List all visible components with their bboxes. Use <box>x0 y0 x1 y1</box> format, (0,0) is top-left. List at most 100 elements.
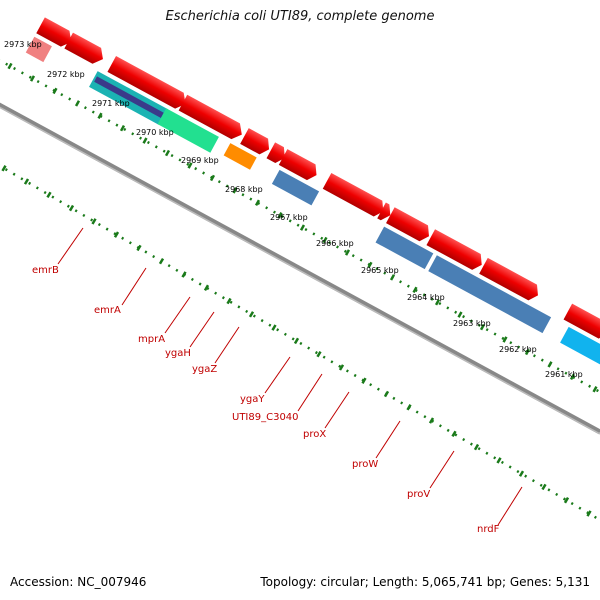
leader-ygaH <box>189 311 215 348</box>
ruler-tick <box>389 274 396 281</box>
gene-label-ygaY: ygaY <box>240 394 265 405</box>
cds-arrow <box>266 142 285 163</box>
leader-emrA <box>121 267 147 306</box>
cds-arrow <box>479 257 538 301</box>
ruler-tick <box>344 249 351 256</box>
map-title: Escherichia coli UTI89, complete genome <box>165 9 435 24</box>
ruler-tick <box>209 174 216 182</box>
cds-arrow <box>178 94 242 140</box>
gene-label-nrdF: nrdF <box>477 524 500 535</box>
ruler-tick <box>29 75 36 82</box>
gene-emrB-core <box>94 76 164 118</box>
ruler-tick <box>502 336 508 343</box>
ruler-label: 2964 kbp <box>407 293 445 302</box>
leader-proV <box>429 450 455 489</box>
ruler-tick <box>569 373 576 381</box>
ruler-tick <box>434 298 441 306</box>
ruler-inner-ticks <box>1 165 592 517</box>
ruler-tick <box>136 244 142 252</box>
ruler-label: 2973 kbp <box>4 40 42 49</box>
gene-label-proX: proX <box>303 429 326 440</box>
gene-leader-lines <box>57 227 523 526</box>
ruler-tick <box>322 236 328 244</box>
leader-ygaY <box>264 356 291 394</box>
ruler-tick <box>563 497 570 504</box>
ruler-tick <box>428 417 435 424</box>
ruler-tick <box>524 348 531 356</box>
ruler-outer <box>0 59 600 394</box>
ruler-tick <box>226 297 232 305</box>
ruler-tick <box>451 430 457 438</box>
ruler-tick <box>541 483 547 491</box>
ruler-tick <box>187 162 193 169</box>
gene-label-ygaH: ygaH <box>165 348 191 359</box>
gene-label-ygaZ: ygaZ <box>192 364 217 375</box>
genome-backbone <box>0 102 600 435</box>
cds-arrow <box>240 128 270 155</box>
cds-arrow <box>426 229 482 270</box>
ruler-tick <box>254 199 261 207</box>
ruler-inner <box>0 164 600 522</box>
cds-faded-box <box>25 36 52 63</box>
topology-text: Topology: circular; Length: 5,065,741 bp… <box>260 575 590 589</box>
ruler-label: 2966 kbp <box>316 239 354 248</box>
cds-arrow <box>64 32 103 64</box>
ruler-tick <box>412 286 418 294</box>
ruler-tick <box>46 191 52 199</box>
gene-nrdF-box <box>560 326 600 368</box>
leader-mprA <box>164 296 191 334</box>
gene-proW-box <box>428 255 552 334</box>
ruler-label: 2972 kbp <box>47 70 85 79</box>
ruler-label: 2969 kbp <box>181 156 219 165</box>
gene-label-emrB: emrB <box>32 265 59 276</box>
ruler-tick <box>293 337 300 345</box>
ruler-tick <box>586 510 592 517</box>
cds-arrow <box>322 172 384 217</box>
gene-mprA-box <box>223 143 257 170</box>
gene-labels: emrB emrA mprA ygaH ygaZ ygaY UTI89_C304… <box>32 265 500 535</box>
cds-arrow <box>107 56 186 109</box>
gene-ygaZ-box <box>271 169 320 206</box>
gene-label-proV: proV <box>407 489 430 500</box>
ruler-tick <box>457 311 463 318</box>
leader-emrB <box>57 227 84 265</box>
ruler-tick <box>248 311 255 318</box>
ruler-tick <box>7 62 13 70</box>
ruler-tick <box>164 149 171 157</box>
ruler-tick <box>23 178 30 185</box>
cds-arrow <box>563 303 600 339</box>
ruler-outer-ticks <box>7 62 598 393</box>
cds-arrow <box>36 17 72 47</box>
cds-arrow <box>377 202 391 221</box>
ruler-tick <box>232 187 238 194</box>
leader-ygaZ <box>214 326 240 364</box>
ruler-tick <box>142 137 148 144</box>
ruler-tick <box>518 470 525 477</box>
ruler-label: 2970 kbp <box>136 128 174 137</box>
gene-proX-box <box>375 226 434 270</box>
ruler-tick <box>496 457 502 464</box>
ruler-tick <box>479 323 486 331</box>
ruler-tick <box>52 87 58 95</box>
ruler-tick <box>299 224 306 231</box>
ruler-tick <box>277 211 283 219</box>
ruler-tick <box>68 204 75 212</box>
ruler-tick <box>338 364 345 371</box>
leader-nrdF <box>497 486 523 526</box>
backbone-highlight <box>0 106 600 435</box>
ruler-tick <box>406 404 412 411</box>
ruler-tick <box>316 350 322 358</box>
ruler-label: 2965 kbp <box>361 266 399 275</box>
ruler-tick <box>97 112 103 120</box>
ruler-tick <box>592 386 598 393</box>
leader-proW <box>375 420 401 459</box>
gene-label-proW: proW <box>352 459 378 470</box>
ruler-tick <box>547 361 553 368</box>
ruler-tick <box>113 231 120 238</box>
ruler-label: 2963 kbp <box>453 319 491 328</box>
ruler-tick <box>203 284 210 291</box>
gene-emrA-box <box>157 108 219 153</box>
cds-arrow <box>278 149 317 181</box>
ruler-tick <box>271 324 277 331</box>
gene-label-mprA: mprA <box>138 334 165 345</box>
